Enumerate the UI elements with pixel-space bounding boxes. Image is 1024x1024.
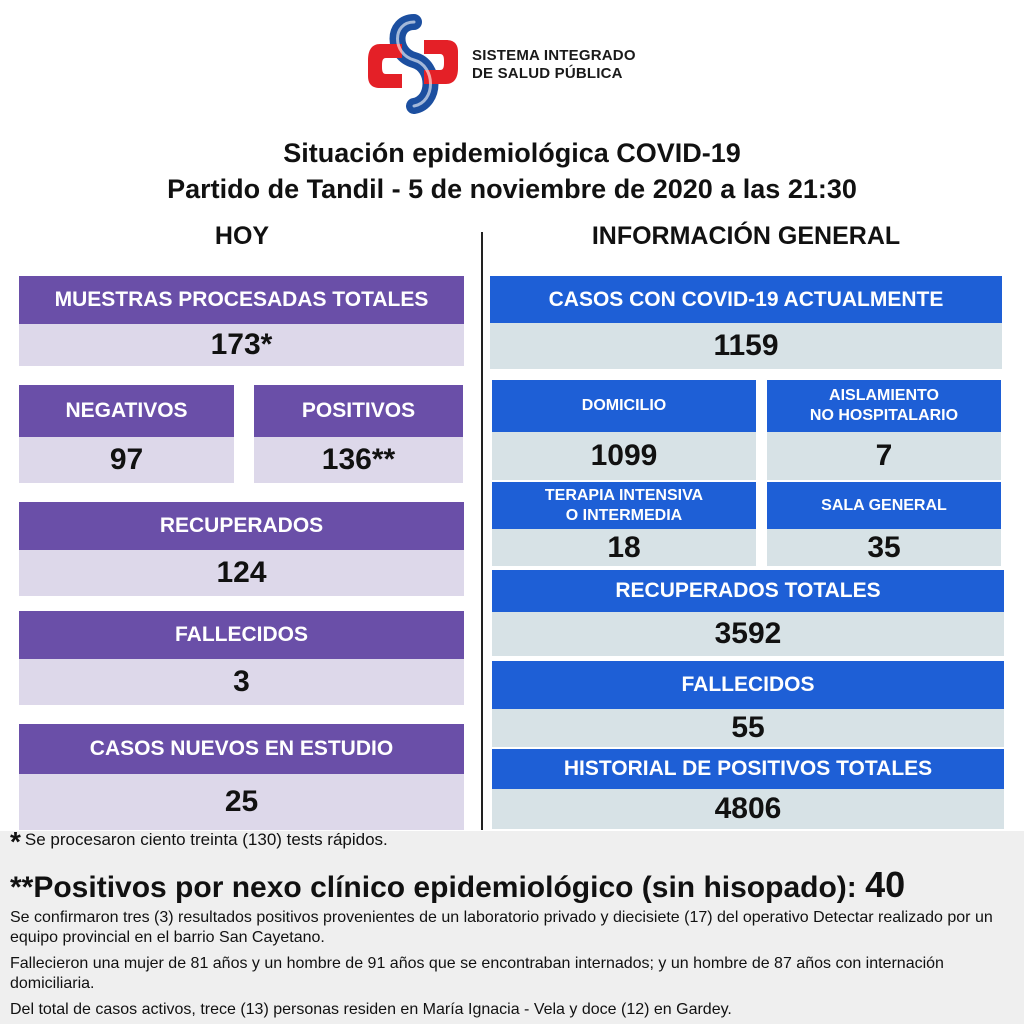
note-rapid-tests: * Se procesaron ciento treinta (130) test… xyxy=(10,826,388,858)
terapia-label-line2: O INTERMEDIA xyxy=(565,506,683,524)
recuperados-totales-card: RECUPERADOS TOTALES 3592 xyxy=(492,570,1004,656)
column-divider xyxy=(481,232,483,830)
sisp-logo xyxy=(368,14,458,114)
historial-card: HISTORIAL DE POSITIVOS TOTALES 4806 xyxy=(492,749,1004,829)
recuperados-totales-value: 3592 xyxy=(492,612,1004,656)
casos-actuales-value: 1159 xyxy=(490,323,1002,369)
aislamiento-label-line1: AISLAMIENTO xyxy=(829,387,939,404)
fallecidos-general-value: 55 xyxy=(492,709,1004,747)
sala-label: SALA GENERAL xyxy=(767,482,1001,529)
aislamiento-label-line2: NO HOSPITALARIO xyxy=(809,407,959,424)
terapia-value: 18 xyxy=(492,529,756,566)
casos-actuales-label: CASOS CON COVID-19 ACTUALMENTE xyxy=(490,276,1002,323)
logo-line1: SISTEMA INTEGRADO xyxy=(472,47,636,64)
muestras-label: MUESTRAS PROCESADAS TOTALES xyxy=(19,276,464,324)
historial-label: HISTORIAL DE POSITIVOS TOTALES xyxy=(492,749,1004,789)
note-paragraph-1: Se confirmaron tres (3) resultados posit… xyxy=(10,909,993,946)
fallecidos-general-label: FALLECIDOS xyxy=(492,661,1004,709)
fallecidos-hoy-card: FALLECIDOS 3 xyxy=(19,611,464,705)
aislamiento-value: 7 xyxy=(767,432,1001,480)
casos-actuales-card: CASOS CON COVID-19 ACTUALMENTE 1159 xyxy=(490,276,1002,369)
aislamiento-label: AISLAMIENTO NO HOSPITALARIO xyxy=(767,380,1001,432)
fallecidos-general-card: FALLECIDOS 55 xyxy=(492,661,1004,747)
casos-nuevos-card: CASOS NUEVOS EN ESTUDIO 25 xyxy=(19,724,464,830)
sala-card: SALA GENERAL 35 xyxy=(767,482,1001,566)
recuperados-label: RECUPERADOS xyxy=(19,502,464,550)
domicilio-label: DOMICILIO xyxy=(492,380,756,432)
recuperados-totales-label: RECUPERADOS TOTALES xyxy=(492,570,1004,612)
page-title-line1: Situación epidemiológica COVID-19 xyxy=(283,138,741,168)
casos-nuevos-value: 25 xyxy=(19,774,464,830)
fallecidos-hoy-label: FALLECIDOS xyxy=(19,611,464,659)
negativos-value: 97 xyxy=(19,437,234,483)
terapia-label: TERAPIA INTENSIVA O INTERMEDIA xyxy=(492,482,756,529)
muestras-card: MUESTRAS PROCESADAS TOTALES 173* xyxy=(19,276,464,366)
recuperados-value: 124 xyxy=(19,550,464,596)
note-nexo: **Positivos por nexo clínico epidemiológ… xyxy=(10,864,905,906)
today-heading: HOY xyxy=(214,222,270,250)
historial-value: 4806 xyxy=(492,789,1004,829)
page-title-line2: Partido de Tandil - 5 de noviembre de 20… xyxy=(167,174,857,204)
positivos-card: POSITIVOS 136** xyxy=(254,385,463,483)
negativos-label: NEGATIVOS xyxy=(19,385,234,437)
sala-value: 35 xyxy=(767,529,1001,566)
note-rapid-tests-text: Se procesaron ciento treinta (130) tests… xyxy=(24,830,388,849)
domicilio-value: 1099 xyxy=(492,432,756,480)
general-heading: INFORMACIÓN GENERAL xyxy=(591,222,901,250)
fallecidos-hoy-value: 3 xyxy=(19,659,464,705)
muestras-value: 173* xyxy=(19,324,464,366)
positivos-label: POSITIVOS xyxy=(254,385,463,437)
logo-text: SISTEMA INTEGRADO DE SALUD PÚBLICA xyxy=(472,47,636,83)
terapia-label-line1: TERAPIA INTENSIVA xyxy=(544,486,704,504)
note-paragraph-3: Del total de casos activos, trece (13) p… xyxy=(10,1001,732,1018)
negativos-card: NEGATIVOS 97 xyxy=(19,385,234,483)
note-nexo-value: 40 xyxy=(865,864,906,905)
recuperados-card: RECUPERADOS 124 xyxy=(19,502,464,596)
terapia-card: TERAPIA INTENSIVA O INTERMEDIA 18 xyxy=(492,482,756,566)
domicilio-card: DOMICILIO 1099 xyxy=(492,380,756,480)
casos-nuevos-label: CASOS NUEVOS EN ESTUDIO xyxy=(19,724,464,774)
note-nexo-label: **Positivos por nexo clínico epidemiológ… xyxy=(10,871,857,904)
note-star: * xyxy=(10,826,21,857)
logo-line2: DE SALUD PÚBLICA xyxy=(472,65,623,82)
aislamiento-card: AISLAMIENTO NO HOSPITALARIO 7 xyxy=(767,380,1001,480)
positivos-value: 136** xyxy=(254,437,463,483)
notes-panel xyxy=(0,831,1024,1024)
note-paragraph-2: Fallecieron una mujer de 81 años y un ho… xyxy=(10,955,944,992)
